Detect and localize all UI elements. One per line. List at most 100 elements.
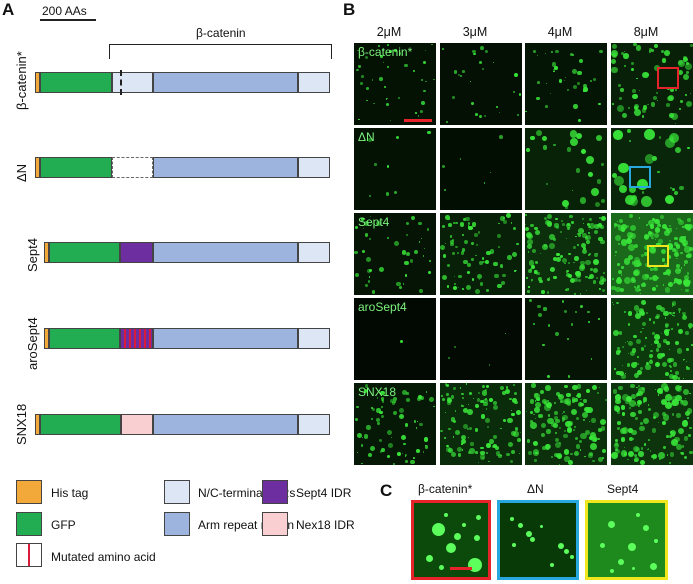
condensate-dot bbox=[630, 67, 634, 71]
condensate-dot bbox=[667, 328, 670, 331]
condensate-dot bbox=[518, 523, 523, 528]
condensate-dot bbox=[672, 248, 676, 252]
condensate-dot bbox=[603, 272, 605, 274]
condensate-dot bbox=[554, 442, 562, 449]
condensate-dot bbox=[372, 407, 376, 412]
construct-label-beta-catenin: β-catenin* bbox=[14, 51, 29, 110]
condensate-dot bbox=[682, 57, 688, 63]
condensate-dot bbox=[473, 52, 477, 56]
condensate-dot bbox=[454, 410, 457, 412]
deleted-n-terminal-segment bbox=[112, 157, 153, 178]
condensate-dot bbox=[598, 222, 603, 227]
condensate-dot bbox=[483, 182, 486, 185]
condensate-dot bbox=[517, 113, 520, 116]
condensate-dot bbox=[375, 417, 381, 422]
condensate-dot bbox=[454, 533, 461, 540]
condensate-dot bbox=[685, 411, 690, 417]
condensate-dot bbox=[685, 289, 689, 293]
condensate-dot bbox=[567, 375, 571, 378]
condensate-dot bbox=[620, 266, 624, 269]
condensate-dot bbox=[584, 406, 590, 413]
condensate-dot bbox=[396, 135, 400, 139]
c-terminal-idr-segment bbox=[298, 157, 330, 178]
condensate-dot bbox=[665, 270, 670, 275]
condensate-dot bbox=[412, 69, 416, 73]
legend-label-his-tag: His tag bbox=[51, 486, 89, 500]
condensate-dot bbox=[380, 55, 383, 58]
condensate-dot bbox=[634, 94, 637, 97]
condensate-dot bbox=[585, 156, 594, 165]
condensate-dot bbox=[678, 428, 684, 434]
condensate-dot bbox=[682, 389, 689, 396]
condensate-dot bbox=[514, 427, 519, 432]
micrograph-row-label: aroSept4 bbox=[358, 300, 407, 314]
condensate-dot bbox=[499, 386, 504, 390]
condensate-dot bbox=[576, 393, 582, 398]
condensate-dot bbox=[467, 222, 471, 225]
condensate-dot bbox=[628, 107, 630, 109]
condensate-dot bbox=[586, 389, 591, 394]
condensate-dot bbox=[564, 549, 569, 554]
condensate-dot bbox=[366, 100, 368, 102]
condensate-dot bbox=[372, 79, 374, 81]
condensate-dot bbox=[527, 268, 533, 274]
condensate-dot bbox=[478, 61, 482, 65]
condensate-dot bbox=[452, 239, 454, 241]
condensate-dot bbox=[600, 215, 606, 221]
condensate-dot bbox=[686, 408, 693, 415]
condensate-dot bbox=[374, 163, 377, 167]
condensate-dot bbox=[545, 83, 547, 85]
condensate-dot bbox=[467, 450, 471, 454]
condensate-dot bbox=[650, 245, 654, 249]
condensate-dot bbox=[444, 243, 446, 245]
condensate-dot bbox=[477, 231, 480, 234]
condensate-dot bbox=[681, 225, 684, 228]
condensate-dot bbox=[546, 401, 553, 409]
condensate-dot bbox=[660, 399, 667, 406]
condensate-dot bbox=[585, 259, 592, 266]
condensate-dot bbox=[617, 346, 621, 350]
condensate-dot bbox=[677, 307, 682, 312]
condensate-dot bbox=[452, 285, 458, 290]
condensate-dot bbox=[582, 83, 588, 89]
condensate-dot bbox=[627, 458, 629, 461]
condensate-dot bbox=[673, 376, 676, 378]
condensate-dot bbox=[670, 187, 673, 190]
condensate-dot bbox=[448, 427, 451, 431]
condensate-dot bbox=[424, 80, 427, 83]
condensate-dot bbox=[674, 88, 677, 91]
condensate-dot bbox=[617, 105, 625, 112]
micrograph-tile: SNX18 bbox=[354, 383, 436, 465]
condensate-dot bbox=[558, 463, 561, 465]
condensate-dot bbox=[598, 386, 601, 389]
micrograph-tile bbox=[440, 43, 522, 125]
condensate-dot bbox=[569, 138, 578, 147]
condensate-dot bbox=[588, 252, 592, 256]
micrograph-tile bbox=[440, 128, 522, 210]
legend-swatch-mutated bbox=[16, 543, 42, 567]
condensate-dot bbox=[636, 390, 643, 397]
condensate-dot bbox=[663, 386, 670, 392]
condensate-dot bbox=[420, 78, 424, 82]
condensate-dot bbox=[581, 230, 584, 233]
condensate-dot bbox=[525, 110, 527, 113]
condensate-dot bbox=[674, 267, 681, 274]
condensate-dot bbox=[683, 259, 688, 264]
condensate-dot bbox=[485, 398, 487, 400]
condensate-dot bbox=[357, 432, 362, 438]
condensate-dot bbox=[685, 330, 689, 335]
condensate-dot bbox=[376, 408, 381, 413]
condensate-dot bbox=[564, 384, 568, 389]
condensate-dot bbox=[604, 398, 607, 402]
condensate-dot bbox=[631, 430, 637, 436]
condensate-dot bbox=[572, 68, 577, 74]
condensate-dot bbox=[660, 50, 664, 54]
condensate-dot bbox=[446, 120, 449, 123]
condensate-dot bbox=[657, 343, 662, 348]
condensate-dot bbox=[424, 437, 429, 442]
condensate-dot bbox=[448, 357, 450, 359]
condensate-dot bbox=[623, 53, 629, 59]
condensate-dot bbox=[468, 437, 470, 439]
micrograph-tile bbox=[611, 298, 693, 380]
condensate-dot bbox=[467, 428, 470, 431]
